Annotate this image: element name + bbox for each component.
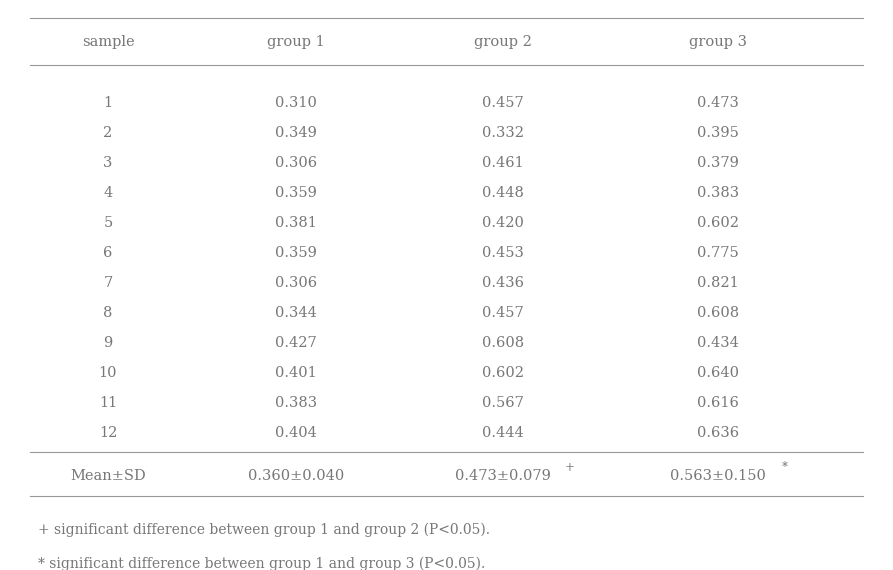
Text: 0.434: 0.434 (697, 336, 739, 350)
Text: 0.306: 0.306 (275, 156, 317, 170)
Text: sample: sample (81, 35, 134, 49)
Text: 0.332: 0.332 (482, 126, 524, 140)
Text: * significant difference between group 1 and group 3 (P<0.05).: * significant difference between group 1… (38, 557, 485, 570)
Text: 0.444: 0.444 (482, 426, 524, 440)
Text: 0.381: 0.381 (275, 216, 317, 230)
Text: 0.457: 0.457 (482, 306, 524, 320)
Text: 0.616: 0.616 (697, 396, 739, 410)
Text: 0.383: 0.383 (697, 186, 739, 200)
Text: group 2: group 2 (474, 35, 532, 49)
Text: 12: 12 (99, 426, 117, 440)
Text: 0.401: 0.401 (275, 366, 317, 380)
Text: group 3: group 3 (689, 35, 747, 49)
Text: 6: 6 (104, 246, 113, 260)
Text: 0.473±0.079: 0.473±0.079 (455, 469, 551, 483)
Text: 0.608: 0.608 (482, 336, 524, 350)
Text: 0.821: 0.821 (697, 276, 739, 290)
Text: +: + (565, 461, 575, 474)
Text: 0.602: 0.602 (697, 216, 739, 230)
Text: 0.563±0.150: 0.563±0.150 (670, 469, 766, 483)
Text: 0.383: 0.383 (275, 396, 317, 410)
Text: 0.457: 0.457 (482, 96, 524, 110)
Text: 0.436: 0.436 (482, 276, 524, 290)
Text: 0.344: 0.344 (275, 306, 317, 320)
Text: 0.359: 0.359 (275, 186, 317, 200)
Text: 0.395: 0.395 (697, 126, 739, 140)
Text: 11: 11 (99, 396, 117, 410)
Text: 0.602: 0.602 (482, 366, 524, 380)
Text: 10: 10 (99, 366, 117, 380)
Text: 0.359: 0.359 (275, 246, 317, 260)
Text: 0.567: 0.567 (482, 396, 524, 410)
Text: 0.306: 0.306 (275, 276, 317, 290)
Text: 0.608: 0.608 (697, 306, 739, 320)
Text: 0.360±0.040: 0.360±0.040 (248, 469, 344, 483)
Text: 2: 2 (104, 126, 113, 140)
Text: *: * (782, 461, 788, 474)
Text: 3: 3 (104, 156, 113, 170)
Text: 0.404: 0.404 (275, 426, 317, 440)
Text: group 1: group 1 (267, 35, 325, 49)
Text: Mean±SD: Mean±SD (71, 469, 146, 483)
Text: 4: 4 (104, 186, 113, 200)
Text: + significant difference between group 1 and group 2 (P<0.05).: + significant difference between group 1… (38, 523, 490, 537)
Text: 1: 1 (104, 96, 113, 110)
Text: 7: 7 (104, 276, 113, 290)
Text: 0.453: 0.453 (482, 246, 524, 260)
Text: 0.427: 0.427 (275, 336, 317, 350)
Text: 0.420: 0.420 (482, 216, 524, 230)
Text: 0.310: 0.310 (275, 96, 317, 110)
Text: 0.473: 0.473 (697, 96, 739, 110)
Text: 0.640: 0.640 (697, 366, 739, 380)
Text: 9: 9 (104, 336, 113, 350)
Text: 0.461: 0.461 (482, 156, 524, 170)
Text: 0.636: 0.636 (697, 426, 739, 440)
Text: 0.775: 0.775 (697, 246, 739, 260)
Text: 5: 5 (104, 216, 113, 230)
Text: 0.379: 0.379 (697, 156, 739, 170)
Text: 0.448: 0.448 (482, 186, 524, 200)
Text: 8: 8 (104, 306, 113, 320)
Text: 0.349: 0.349 (275, 126, 317, 140)
